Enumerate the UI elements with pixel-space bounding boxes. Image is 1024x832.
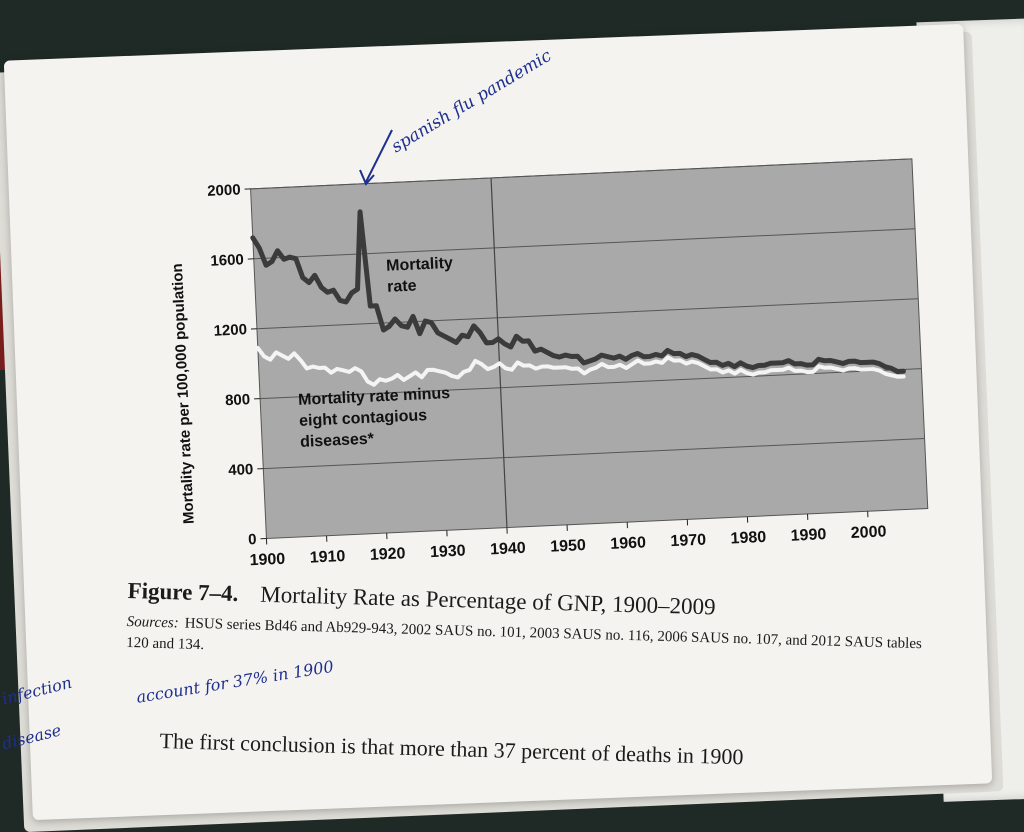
series-label-mortality-2: rate (387, 277, 417, 295)
x-tick-label: 1940 (490, 540, 526, 559)
annotation-arrow (360, 130, 392, 184)
series-label-mortality-1: Mortality (386, 255, 453, 275)
x-tick-label: 1930 (430, 542, 466, 561)
plot-area (251, 159, 928, 539)
y-tick-label: 2000 (207, 181, 241, 199)
y-tick-label: 1200 (213, 321, 247, 339)
x-tick-label: 1920 (370, 545, 406, 564)
series-label-minus-3: diseases* (300, 431, 375, 451)
y-tick-label: 1600 (210, 251, 244, 269)
plot-group: 0 400 800 1200 1600 2000 1900 1910 1920 1930 1940… (165, 151, 929, 572)
y-tick-label: 0 (248, 531, 257, 548)
x-tick-label: 2000 (850, 523, 886, 542)
x-tick-label: 1950 (550, 537, 586, 556)
x-tick-label: 1960 (610, 534, 646, 553)
x-tick-label: 1910 (309, 548, 345, 567)
sources-label: Sources: (127, 614, 179, 631)
x-tick-label: 1980 (730, 529, 766, 548)
y-axis-label: Mortality rate per 100,000 population (169, 263, 198, 524)
x-tick-label: 1990 (790, 526, 826, 545)
y-tick-label: 800 (225, 391, 251, 409)
x-tick-label: 1900 (249, 551, 285, 570)
figure-label: Figure 7–4. (127, 578, 238, 606)
y-tick-label: 400 (228, 461, 254, 479)
x-tick-label: 1970 (670, 532, 706, 551)
